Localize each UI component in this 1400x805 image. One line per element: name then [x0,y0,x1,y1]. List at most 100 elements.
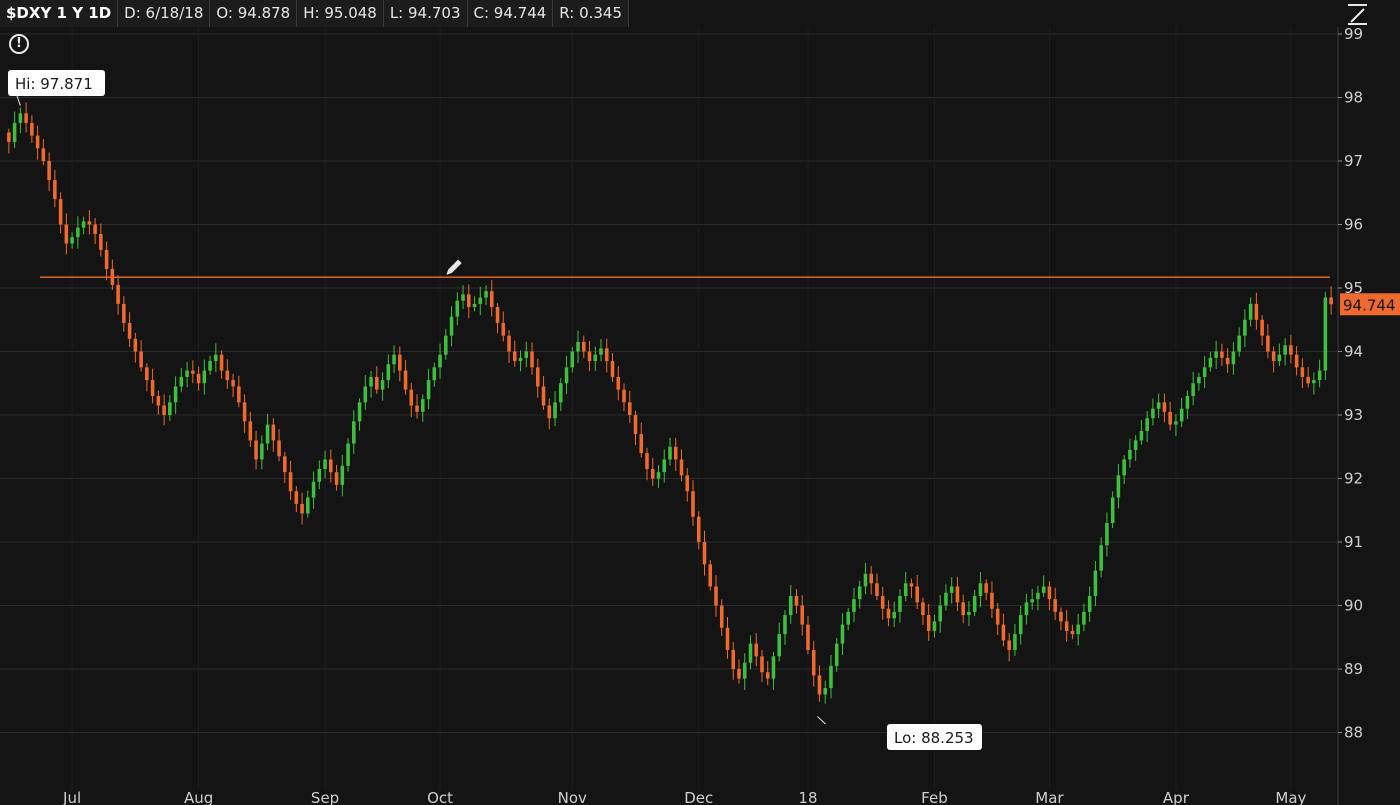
candle-body [990,592,994,609]
candle-body [219,354,224,371]
candle-body [1289,345,1293,355]
candle-body [587,351,592,362]
x-tick-label: Oct [427,789,453,805]
candle-body [535,367,540,387]
candle-body [633,415,638,435]
candle-body [1225,357,1230,365]
pencil-body [448,259,462,273]
candle-body [518,357,523,362]
candle-body [926,615,931,631]
candle-body [185,370,189,377]
candle-body [1191,383,1195,396]
candle-body [300,503,304,514]
candle-body [1283,345,1287,355]
low-value: L: 94.703 [384,0,468,27]
candle-body [938,605,942,622]
candle-body [524,351,529,358]
candle-body [478,297,483,304]
candle-body [1151,408,1155,419]
x-tick-label: Mar [1035,789,1064,805]
candle-body [978,583,983,597]
candle-body [323,459,327,470]
candle-body [863,573,868,587]
alert-icon[interactable]: ! [9,34,29,54]
x-tick-label: Jul [62,789,81,805]
candle-body [995,608,1000,625]
candle-body [191,370,195,374]
lo-callout: Lo: 88.253 [894,729,974,747]
y-tick-label: 98 [1344,89,1363,107]
candle-body [570,351,575,368]
candle-body [725,627,730,650]
candle-body [311,481,316,498]
candle-body [892,611,896,619]
candle-body [840,624,845,644]
candle-body [317,469,322,482]
candle-body [357,402,362,422]
y-tick-label: 96 [1344,216,1363,234]
candle-body [116,284,120,304]
chart-style-icon[interactable] [1345,2,1371,26]
lo-callout-box [887,724,982,750]
candle-body [650,469,655,479]
symbol-label[interactable]: $DXY 1 Y 1D [0,0,119,27]
y-tick-label: 97 [1344,152,1363,170]
candle-body [1001,624,1006,641]
candle-body [87,221,92,225]
candle-body [610,361,615,377]
candle-body [1317,370,1322,381]
candle-body [438,354,442,368]
candle-body [1266,335,1270,352]
candle-body [225,370,230,381]
high-value: H: 95.048 [297,0,384,27]
candle-body [530,351,534,368]
candle-body [461,294,465,301]
candle-body [58,199,63,225]
candle-body [656,472,661,479]
candle-body [444,335,448,355]
candle-body [369,376,373,387]
candle-body [760,656,764,673]
candle-body [921,602,925,616]
candle-body [1260,319,1264,336]
candle-body [668,446,672,460]
y-tick-label: 92 [1344,470,1363,488]
candle-body [1197,376,1201,384]
candle-body [81,221,86,228]
candle-body [1162,402,1167,412]
candle-body [691,491,695,517]
candle-body [455,300,460,317]
candle-body [162,405,166,416]
y-tick-label: 93 [1344,406,1363,424]
candle-body [875,583,879,597]
candle-body [512,351,517,362]
candle-body [794,596,799,606]
candle-body [386,364,391,381]
candle-body [35,135,40,149]
candle-body [553,402,557,419]
hi-callout: Hi: 97.871 [15,75,93,93]
candle-body [541,386,546,406]
candle-body [645,453,649,470]
candle-body [7,132,11,142]
candle-body [490,291,494,308]
candle-body [41,148,46,162]
x-tick-label: Nov [558,789,587,805]
candle-body [76,227,80,238]
candle-body [265,424,270,444]
candle-body [909,583,914,587]
candle-body [1064,621,1069,631]
candle-body [564,367,569,384]
candle-body [719,605,724,628]
x-tick-label: Aug [184,789,213,805]
candle-body [1179,408,1184,422]
candle-body [1122,459,1126,476]
lo-callout-line [817,716,826,725]
candle-body [1018,615,1023,635]
candle-body [1007,640,1011,650]
candle-body [593,354,598,362]
candle-body [260,443,264,460]
candle-body [949,586,954,593]
candle-body [179,376,184,387]
